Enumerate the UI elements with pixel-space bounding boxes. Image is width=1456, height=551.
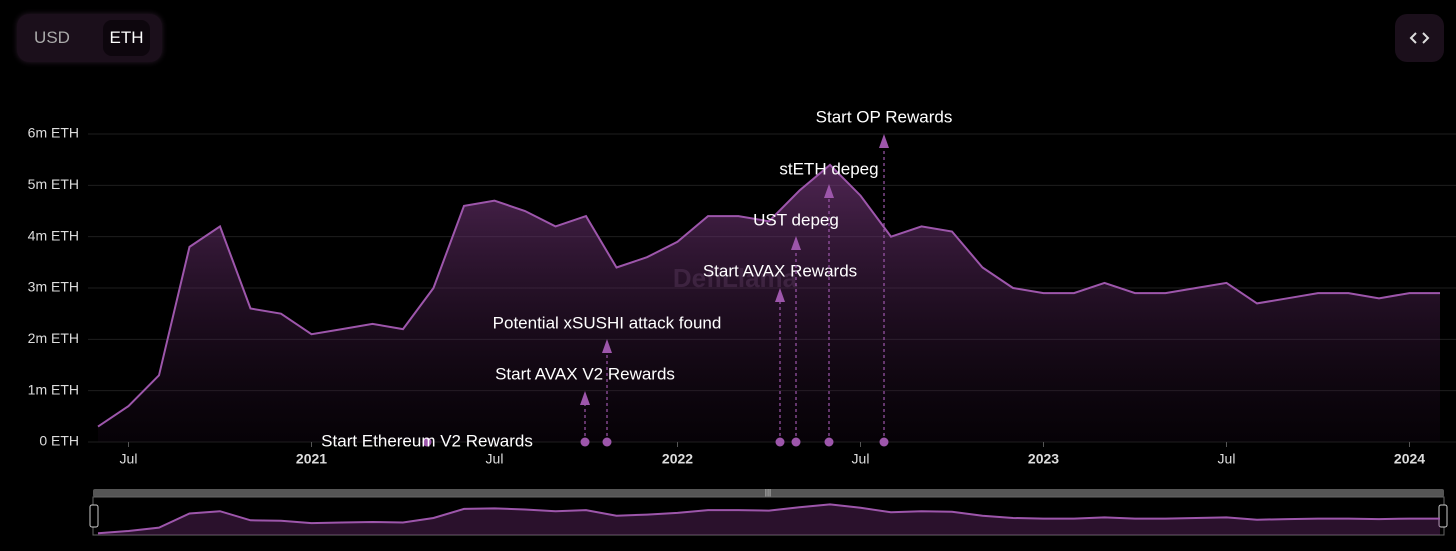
y-tick-label: 5m ETH	[28, 176, 79, 192]
annotation-dot	[879, 437, 889, 447]
annotation-arrow	[775, 288, 785, 302]
embed-icon	[1409, 32, 1430, 44]
series-line	[97, 163, 1440, 428]
brush-series-area	[98, 504, 1440, 535]
eth-button[interactable]: ETH	[103, 20, 150, 56]
annotation-dot	[422, 437, 432, 447]
annotation-label: Start AVAX Rewards	[703, 261, 857, 280]
annotation-label: Potential xSUSHI attack found	[493, 313, 722, 332]
annotation-arrow	[580, 391, 590, 405]
y-tick-label: 3m ETH	[28, 279, 79, 295]
y-tick-label: 1m ETH	[28, 381, 79, 397]
embed-button[interactable]	[1395, 14, 1444, 62]
series-area	[98, 164, 1440, 443]
usd-button[interactable]: USD	[34, 28, 70, 47]
y-tick-label: 6m ETH	[28, 125, 79, 141]
x-tick-label: 2024	[1394, 451, 1425, 467]
annotation-label: stETH depeg	[779, 159, 878, 178]
annotation-label: Start AVAX V2 Rewards	[495, 364, 675, 383]
x-tick-label: 2023	[1028, 451, 1059, 467]
x-tick-label: 2022	[662, 451, 693, 467]
annotation-dot	[580, 437, 590, 447]
x-tick-label: Jul	[1218, 451, 1236, 467]
x-tick-label: Jul	[120, 451, 138, 467]
annotation-arrow	[602, 339, 612, 353]
currency-toggle: USD ETH	[17, 14, 162, 62]
x-tick-label: Jul	[852, 451, 870, 467]
brush-frame	[92, 496, 1445, 536]
annotation-dot	[791, 437, 801, 447]
x-tick-label: Jul	[486, 451, 504, 467]
annotation-dot	[775, 437, 785, 447]
annotation-dot	[824, 437, 834, 447]
brush-bar[interactable]	[93, 489, 1444, 497]
annotation-label: Start Ethereum V2 Rewards	[321, 431, 533, 450]
y-tick-label: 0 ETH	[39, 433, 79, 449]
annotation-arrow	[879, 134, 889, 148]
annotation-dot	[602, 437, 612, 447]
y-tick-label: 2m ETH	[28, 330, 79, 346]
annotation-arrow	[824, 184, 834, 198]
brush-handle-right[interactable]	[1438, 504, 1448, 528]
x-tick-label: 2021	[296, 451, 327, 467]
annotation-arrow	[791, 236, 801, 250]
brush-grip: |||	[765, 488, 771, 497]
y-tick-label: 4m ETH	[28, 227, 79, 243]
annotation-label: Start OP Rewards	[816, 107, 953, 126]
annotation-label: UST depeg	[753, 210, 839, 229]
brush-handle-left[interactable]	[89, 504, 99, 528]
watermark: DefiLlama	[673, 263, 798, 293]
brush-series-line	[97, 503, 1440, 535]
